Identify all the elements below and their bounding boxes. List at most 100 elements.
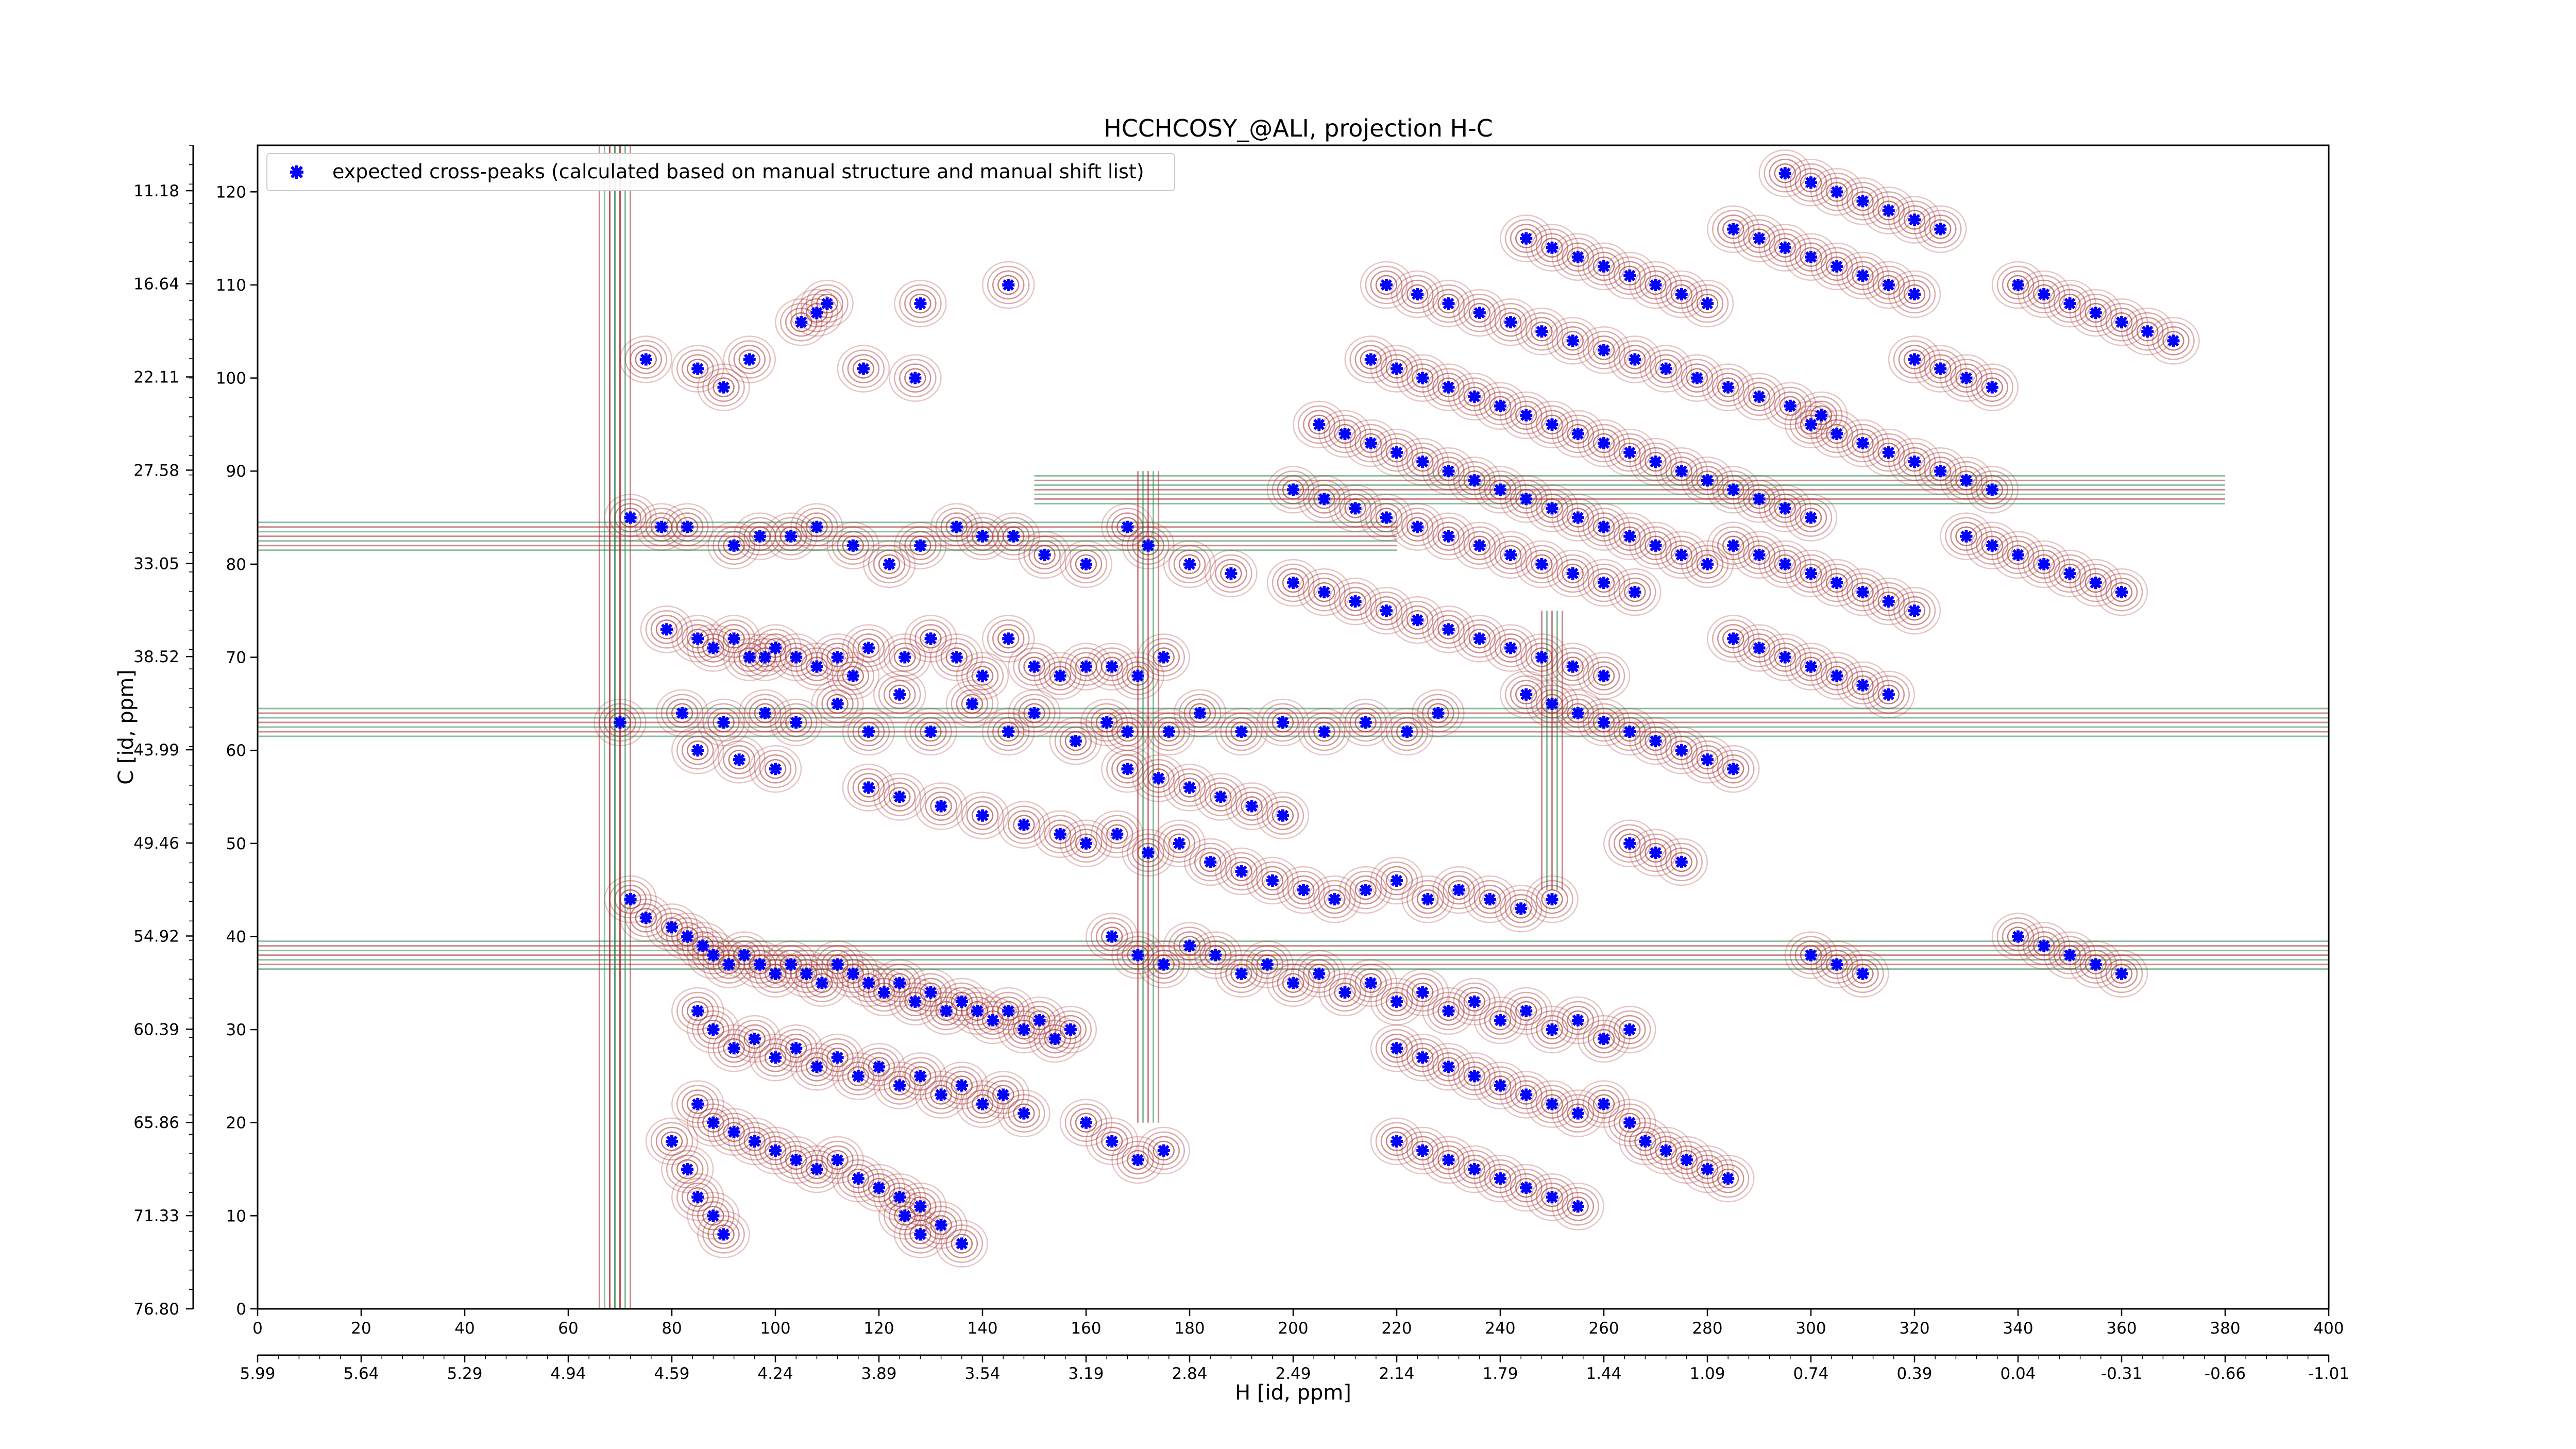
contour-ring <box>971 1094 994 1114</box>
contour-ring <box>1794 503 1827 532</box>
contour-ring <box>687 1099 740 1147</box>
contour-ring <box>1039 815 1081 853</box>
contour-ring <box>1950 521 1982 551</box>
cross-peak-marker <box>899 1209 911 1222</box>
contour-ring <box>1774 647 1796 667</box>
cross-peak-marker <box>1882 595 1895 608</box>
cross-peak-marker <box>1623 1023 1636 1036</box>
contour-ring <box>1235 791 1268 821</box>
x2-tick-label: 5.64 <box>343 1364 379 1383</box>
contour-ring <box>1116 517 1139 537</box>
contour-ring <box>883 1071 916 1100</box>
contour-ring <box>1707 745 1760 793</box>
contour-ring <box>1344 591 1366 612</box>
contour-ring <box>1629 1126 1662 1156</box>
contour-ring <box>1614 340 1656 379</box>
contour-ring <box>1365 498 1408 537</box>
cross-peak-marker <box>1546 893 1558 906</box>
cross-peak-marker <box>1261 958 1274 971</box>
cross-peak-marker <box>1566 660 1579 673</box>
contour-ring <box>1670 852 1692 872</box>
contour-ring <box>1453 461 1496 500</box>
contour-ring <box>1013 996 1066 1044</box>
contour-ring <box>1091 810 1144 858</box>
contour-ring <box>1054 721 1097 761</box>
contour-ring <box>842 349 885 388</box>
contour-ring <box>1391 596 1444 644</box>
contour-ring <box>671 987 724 1035</box>
contour-ring <box>1515 228 1537 248</box>
contour-ring <box>961 656 1004 695</box>
cross-peak-marker <box>1908 288 1921 301</box>
contour-ring <box>1660 731 1703 770</box>
contour-ring <box>687 1192 740 1240</box>
contour-ring <box>619 335 672 383</box>
contour-ring <box>1334 982 1356 1003</box>
contour-ring <box>1380 1033 1413 1063</box>
contour-ring <box>1893 200 1936 239</box>
contour-ring <box>1877 275 1900 295</box>
cross-peak-marker <box>914 297 927 310</box>
contour-ring <box>630 345 662 374</box>
contour-ring <box>1033 1019 1076 1058</box>
contour-ring <box>635 908 657 928</box>
y2-tick-label: 65.86 <box>133 1114 179 1132</box>
contour-ring <box>1794 242 1827 272</box>
contour-ring <box>1059 1019 1082 1040</box>
contour-ring <box>671 345 724 393</box>
contour-ring <box>1484 1005 1517 1035</box>
cross-peak-marker <box>2089 307 2102 319</box>
contour-ring <box>687 1094 709 1114</box>
contour-ring <box>1852 433 1874 453</box>
contour-ring <box>1587 251 1620 281</box>
y-axis-label: C [id, ppm] <box>114 669 138 785</box>
contour-ring <box>1634 526 1677 565</box>
contour-ring <box>1137 940 1190 988</box>
cross-peak-marker <box>758 706 771 719</box>
contour-ring <box>1645 275 1667 295</box>
contour-ring <box>1463 875 1517 923</box>
contour-ring <box>1976 475 2008 504</box>
cross-peak-marker <box>1494 1014 1506 1027</box>
cross-peak-marker <box>624 893 637 906</box>
cross-peak-marker <box>1934 223 1947 235</box>
contour-ring <box>1153 954 1175 974</box>
contour-ring <box>1080 698 1133 747</box>
contour-ring <box>1168 768 1211 807</box>
contour-ring <box>1308 414 1330 435</box>
cross-peak-marker <box>1908 604 1921 617</box>
y-tick-label: 30 <box>226 1021 246 1039</box>
contour-ring <box>1696 554 1719 575</box>
contour-ring <box>1437 1001 1460 1021</box>
contour-ring <box>1489 1168 1512 1189</box>
contour-ring <box>769 698 823 747</box>
y-tick-label: 60 <box>226 742 246 760</box>
cross-peak-marker <box>1235 967 1248 980</box>
contour-ring <box>1334 424 1356 444</box>
y-tick-label: 40 <box>226 928 246 946</box>
contour-ring <box>826 652 879 700</box>
contour-ring <box>1556 652 1589 681</box>
contour-ring <box>1681 540 1734 588</box>
contour-ring <box>904 968 957 1017</box>
contour-ring <box>1303 480 1346 518</box>
contour-ring <box>2007 926 2029 947</box>
contour-ring <box>992 517 1035 555</box>
contour-ring <box>920 721 942 742</box>
contour-ring <box>966 996 1020 1044</box>
contour-ring <box>1774 163 1796 183</box>
cross-peak-marker <box>1546 697 1558 710</box>
x-tick-label: 300 <box>1795 1319 1826 1338</box>
contour-ring <box>1619 833 1641 854</box>
cross-peak-marker <box>1520 232 1533 245</box>
contour-ring <box>1153 717 1185 747</box>
cross-peak-marker <box>1831 669 1843 682</box>
contour-ring <box>1028 1010 1050 1031</box>
contour-ring <box>894 982 937 1021</box>
contour-ring <box>1479 1159 1522 1198</box>
contour-ring <box>1106 712 1149 751</box>
contour-ring <box>1412 368 1434 388</box>
cross-peak-marker <box>831 958 844 971</box>
cross-peak-marker <box>1571 1014 1584 1027</box>
contour-ring <box>842 624 895 672</box>
